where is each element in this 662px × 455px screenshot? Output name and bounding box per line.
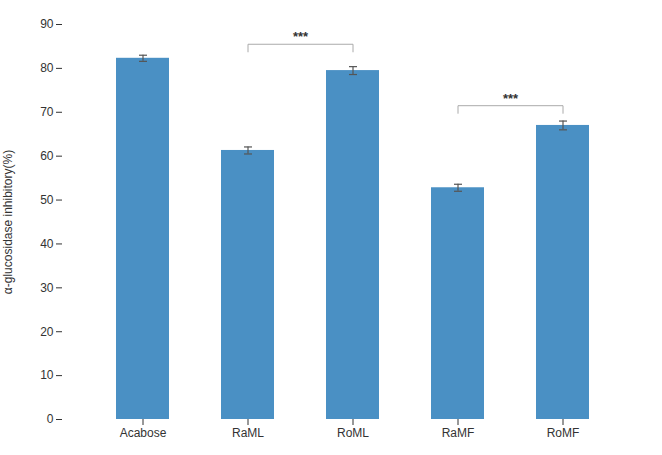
- svg-text:30: 30: [40, 281, 54, 295]
- svg-text:50: 50: [40, 193, 54, 207]
- svg-text:α-glucosidase inhibitory(%): α-glucosidase inhibitory(%): [1, 150, 15, 294]
- svg-text:RoML: RoML: [337, 426, 369, 440]
- svg-text:RaML: RaML: [232, 426, 264, 440]
- svg-text:10: 10: [40, 368, 54, 382]
- svg-text:0: 0: [47, 412, 54, 426]
- svg-text:60: 60: [40, 149, 54, 163]
- svg-text:80: 80: [40, 61, 54, 75]
- svg-text:RaMF: RaMF: [442, 426, 475, 440]
- svg-text:***: ***: [503, 91, 519, 106]
- svg-text:Acabose: Acabose: [120, 426, 167, 440]
- svg-text:20: 20: [40, 325, 54, 339]
- svg-text:***: ***: [293, 29, 309, 44]
- svg-text:90: 90: [40, 17, 54, 31]
- svg-text:70: 70: [40, 105, 54, 119]
- svg-text:40: 40: [40, 237, 54, 251]
- svg-text:RoMF: RoMF: [547, 426, 580, 440]
